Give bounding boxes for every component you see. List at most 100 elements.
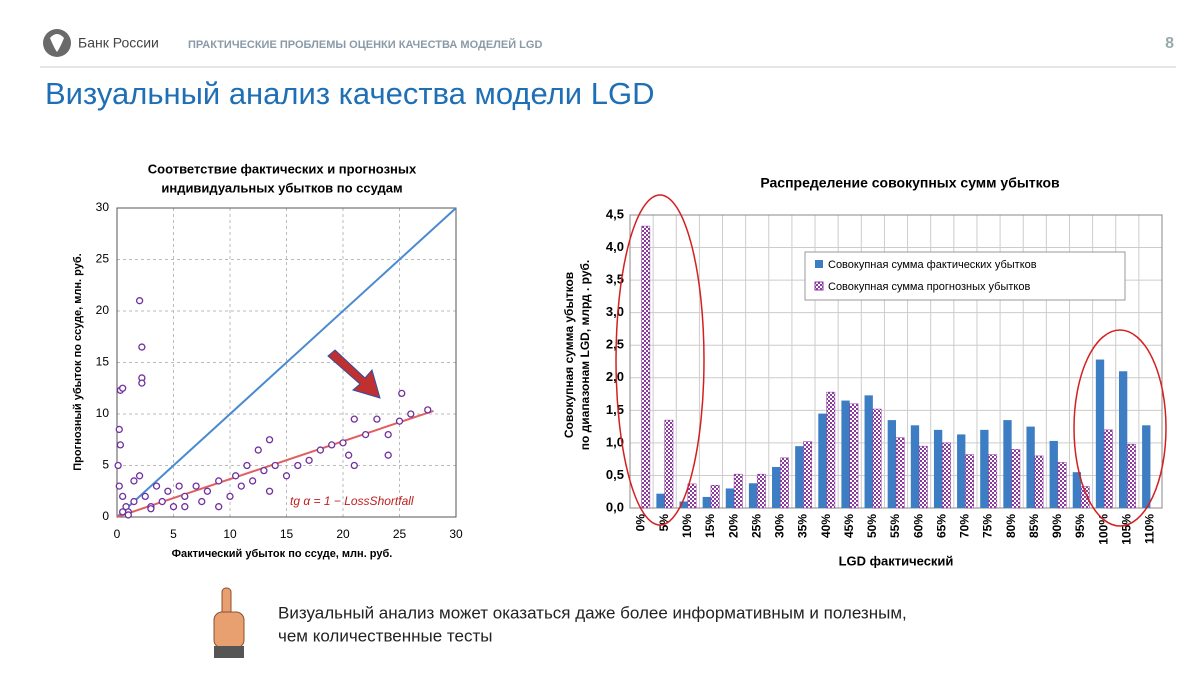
bar — [1127, 443, 1136, 509]
x-tick-label: 90% — [1050, 514, 1064, 538]
bar — [1026, 426, 1035, 508]
x-tick-label: 10 — [223, 527, 237, 541]
bar-chart: Распределение совокупных сумм убытков 0,0… — [562, 175, 1163, 568]
scatter-point — [138, 379, 146, 387]
scatter-point — [271, 461, 279, 470]
bar — [1072, 472, 1082, 508]
trend-line — [116, 207, 457, 518]
bar — [918, 445, 928, 509]
x-tick-label: 75% — [981, 514, 995, 538]
x-tick-label: 20 — [336, 527, 350, 541]
bar — [1080, 486, 1090, 509]
scatter-point — [328, 441, 336, 449]
x-tick-label: 70% — [958, 514, 972, 538]
scatter-point — [350, 415, 358, 423]
scatter-point — [373, 415, 381, 423]
scatter-point — [124, 511, 132, 519]
scatter-point — [119, 508, 127, 516]
plot-frame — [116, 207, 457, 518]
arrow — [327, 349, 381, 399]
bar — [748, 483, 758, 508]
scatter-point — [226, 492, 234, 501]
bar — [864, 395, 873, 508]
x-tick-label: 60% — [911, 514, 925, 538]
y-axis-label: по диапазонам LGD, млрд . руб. — [578, 260, 592, 451]
bar — [826, 391, 836, 509]
x-tick-label: 25% — [749, 514, 763, 538]
logo-eagle — [50, 34, 64, 52]
scatter-point — [147, 505, 155, 513]
bar — [687, 483, 697, 509]
bar — [849, 403, 859, 509]
y-tick-label: 4,5 — [606, 206, 624, 221]
scatter-point — [158, 497, 166, 506]
x-tick-label: 30% — [773, 514, 787, 538]
y-axis-label: Совокупная сумма убытков — [562, 272, 576, 438]
bar — [1011, 449, 1021, 509]
scatter-point — [169, 503, 178, 511]
x-tick-label: 50% — [865, 514, 879, 538]
bar — [641, 225, 651, 509]
y-tick-label: 10 — [96, 406, 110, 420]
scatter-point — [243, 461, 251, 470]
bar — [818, 413, 827, 508]
legend-label: Совокупная сумма фактических убытков — [828, 259, 1037, 271]
bar — [1118, 371, 1128, 508]
scatter-point — [135, 297, 144, 305]
scatter-point — [316, 446, 325, 454]
scatter-point — [192, 482, 200, 490]
bar — [933, 429, 943, 508]
y-tick-label: 25 — [96, 252, 110, 266]
note-line: чем количественные тесты — [278, 626, 492, 645]
scatter-point — [152, 482, 161, 490]
x-tick-label: 0 — [114, 527, 121, 541]
y-tick-label: 4,0 — [606, 239, 624, 254]
x-tick-label: 35% — [796, 514, 810, 538]
bar — [725, 488, 735, 508]
bar — [656, 493, 665, 508]
y-tick-label: 30 — [96, 200, 110, 214]
bar — [965, 454, 974, 509]
bar — [942, 442, 951, 509]
scatter-point — [265, 487, 274, 495]
bar — [872, 408, 882, 509]
y-tick-label: 2,5 — [606, 337, 624, 352]
bar — [1049, 440, 1058, 508]
scatter-point — [248, 477, 257, 485]
scatter-point — [265, 436, 274, 444]
slide-title: Визуальный анализ качества модели LGD — [45, 76, 654, 111]
y-tick-label: 5 — [102, 458, 109, 472]
scatter-point — [215, 503, 223, 511]
highlight-ellipse — [615, 194, 705, 526]
scatter-point — [350, 461, 358, 470]
x-tick-label: 100% — [1096, 514, 1110, 545]
page-number: 8 — [1165, 35, 1174, 52]
scatter-point — [294, 461, 302, 470]
bar — [803, 441, 813, 509]
bar — [1095, 359, 1105, 508]
legend-box — [804, 251, 1126, 301]
scatter-point — [175, 482, 183, 490]
bar — [957, 434, 966, 508]
x-tick-label: 55% — [888, 514, 902, 538]
x-tick-label: 5 — [170, 527, 177, 541]
scatter-point — [260, 466, 268, 475]
y-tick-label: 0 — [102, 509, 109, 523]
scatter-point — [141, 492, 149, 501]
y-tick-label: 20 — [96, 303, 110, 317]
scatter-point — [181, 492, 189, 501]
x-tick-label: 85% — [1027, 514, 1041, 538]
scatter-point — [164, 487, 172, 495]
scatter-point — [384, 430, 392, 439]
scatter-point — [130, 497, 138, 506]
chart-title: Распределение совокупных сумм убытков — [760, 175, 1060, 191]
scatter-point — [344, 451, 353, 459]
annotation: tg α = 1 − LossShortfall — [290, 494, 414, 508]
bar — [795, 446, 804, 508]
bar — [710, 484, 720, 509]
scatter-point — [254, 446, 262, 454]
y-tick-label: 15 — [96, 355, 110, 369]
scatter-point — [130, 477, 138, 485]
x-tick-label: 95% — [1073, 514, 1087, 538]
x-tick-label: 5% — [657, 514, 671, 532]
